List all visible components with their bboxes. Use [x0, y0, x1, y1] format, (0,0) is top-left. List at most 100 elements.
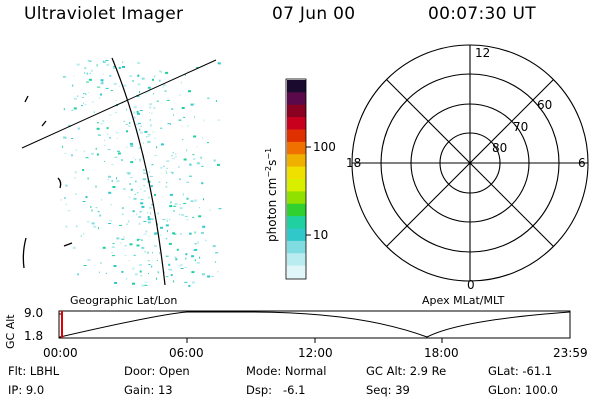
colorbar-segment [287, 191, 306, 205]
lat-label-60: 60 [537, 98, 553, 112]
emission-pixel [165, 224, 169, 227]
emission-pixel [137, 83, 141, 86]
time-label: 00:07:30 UT [428, 4, 536, 24]
emission-pixel [151, 112, 153, 114]
altitude-strip-frame [58, 310, 571, 339]
emission-pixel [199, 207, 200, 209]
emission-pixel [126, 130, 128, 133]
emission-pixel [105, 87, 109, 89]
emission-pixel [165, 71, 169, 74]
emission-pixel [166, 182, 168, 184]
emission-pixel [86, 81, 89, 83]
emission-pixel [108, 175, 111, 178]
emission-pixel [158, 181, 161, 183]
altitude-curve [59, 311, 571, 338]
colorbar-segment [287, 104, 306, 118]
emission-pixel [77, 95, 79, 97]
emission-pixel [136, 110, 139, 113]
emission-pixel [73, 75, 75, 77]
emission-pixel [192, 249, 195, 251]
emission-pixel [138, 147, 141, 149]
emission-pixel [146, 136, 150, 138]
emission-pixel [122, 66, 125, 68]
emission-pixel [110, 90, 113, 91]
emission-pixel [121, 213, 124, 215]
emission-pixel [96, 64, 98, 67]
emission-pixel [129, 75, 133, 77]
mode-info: Mode: Normal [246, 364, 327, 378]
emission-pixel [76, 63, 80, 66]
time-tick-2359: 23:59 [553, 346, 588, 360]
emission-pixel [139, 211, 142, 213]
emission-pixel [203, 198, 204, 201]
emission-pixel [154, 137, 156, 139]
door-info: Door: Open [124, 364, 190, 378]
emission-pixel [143, 185, 145, 187]
dsp-info: Dsp: -6.1 [246, 383, 306, 397]
emission-pixel [143, 220, 147, 222]
emission-pixel [123, 120, 125, 122]
emission-pixel [84, 67, 87, 69]
colorbar-segment [287, 228, 306, 242]
emission-pixel [122, 61, 124, 63]
emission-pixel [73, 107, 77, 110]
emission-pixel [189, 163, 192, 166]
emission-pixel [194, 259, 196, 262]
emission-pixel [128, 260, 130, 262]
emission-pixel [87, 177, 89, 180]
emission-pixel [181, 107, 185, 109]
emission-pixel [114, 281, 117, 284]
emission-pixel [166, 238, 168, 240]
emission-pixel [82, 169, 85, 171]
emission-pixel [189, 232, 192, 235]
uv-image-panel [21, 57, 222, 287]
emission-pixel [154, 75, 156, 78]
emission-pixel [106, 63, 110, 66]
emission-pixel [87, 259, 91, 261]
emission-pixel [128, 196, 131, 198]
emission-pixel [182, 139, 184, 140]
emission-pixel [136, 213, 138, 216]
emission-pixel [201, 231, 204, 234]
emission-pixel [141, 205, 145, 208]
emission-pixel [100, 123, 104, 125]
emission-pixel [124, 255, 127, 256]
emission-pixel [74, 171, 77, 174]
emission-pixel [147, 216, 150, 218]
colorbar-segment [287, 141, 306, 155]
polar-panel-label: Apex MLat/MLT [422, 294, 505, 307]
emission-pixel [97, 134, 101, 136]
time-ticks [186, 338, 443, 343]
emission-pixel [71, 154, 73, 157]
emission-pixel [203, 119, 205, 122]
emission-pixel [133, 106, 137, 109]
emission-pixel [123, 84, 127, 87]
emission-pixel [126, 146, 128, 149]
emission-pixel [83, 150, 85, 152]
emission-pixel [76, 225, 78, 228]
emission-pixel [104, 160, 106, 162]
emission-pixel [154, 232, 158, 235]
emission-pixel [137, 112, 140, 115]
emission-pixel [160, 167, 163, 169]
emission-pixel [133, 197, 137, 200]
emission-pixel [64, 197, 66, 199]
emission-pixel [139, 159, 141, 162]
emission-pixel [164, 90, 167, 92]
emission-pixel [156, 223, 158, 226]
emission-pixel [171, 155, 173, 157]
emission-pixel [108, 223, 112, 224]
emission-pixel [116, 237, 120, 240]
time-tick-0600: 06:00 [169, 346, 204, 360]
emission-pixel [201, 273, 205, 276]
emission-pixel [187, 71, 190, 73]
emission-pixel [116, 138, 118, 139]
emission-pixel [185, 257, 187, 260]
emission-pixel [169, 219, 171, 221]
emission-pixel [162, 84, 166, 87]
emission-pixel [167, 276, 169, 278]
emission-pixel [186, 181, 190, 183]
emission-pixel [85, 196, 88, 198]
emission-pixel [128, 220, 130, 223]
emission-pixel [99, 214, 102, 217]
